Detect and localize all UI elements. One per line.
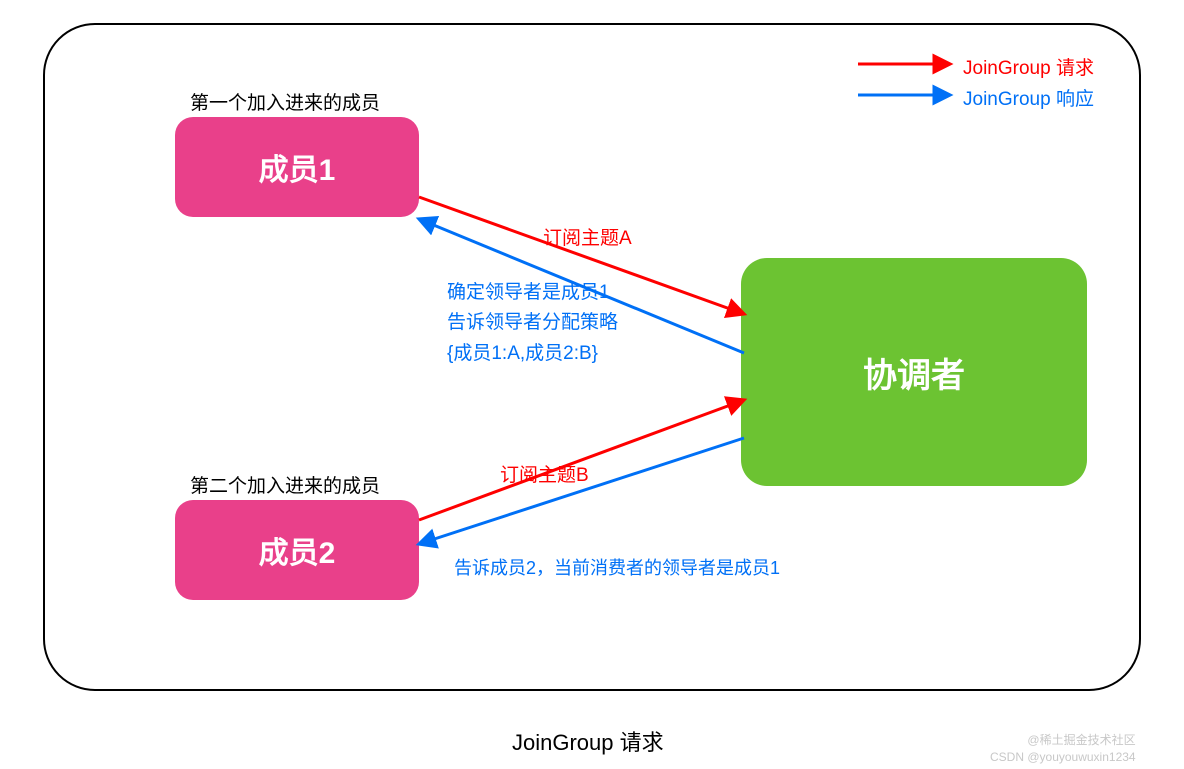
member2-label: 成员2 xyxy=(259,528,336,572)
watermark-line2: CSDN @youyouwuxin1234 xyxy=(990,749,1136,766)
subscribe-b-label: 订阅主题B xyxy=(500,460,589,487)
member1-label: 成员1 xyxy=(259,145,336,189)
leader-info-line2: 告诉领导者分配策略 xyxy=(447,308,618,338)
member1-node: 成员1 xyxy=(175,117,419,217)
subscribe-a-label: 订阅主题A xyxy=(543,223,632,250)
leader-info-line3: {成员1:A,成员2:B} xyxy=(447,339,618,369)
member2-caption: 第二个加入进来的成员 xyxy=(190,471,380,498)
legend-response-label: JoinGroup 响应 xyxy=(963,84,1094,111)
watermark: @稀土掘金技术社区 CSDN @youyouwuxin1234 xyxy=(990,732,1136,766)
coordinator-node: 协调者 xyxy=(741,258,1087,486)
leader-info-line1: 确定领导者是成员1 xyxy=(447,278,618,308)
legend-request-label: JoinGroup 请求 xyxy=(963,53,1094,80)
member1-caption: 第一个加入进来的成员 xyxy=(190,88,380,115)
diagram-title: JoinGroup 请求 xyxy=(512,725,664,757)
member2-node: 成员2 xyxy=(175,500,419,600)
watermark-line1: @稀土掘金技术社区 xyxy=(990,732,1136,749)
tell-member2-label: 告诉成员2，当前消费者的领导者是成员1 xyxy=(454,554,780,580)
leader-info-label: 确定领导者是成员1 告诉领导者分配策略 {成员1:A,成员2:B} xyxy=(447,278,618,369)
coordinator-label: 协调者 xyxy=(863,348,965,397)
